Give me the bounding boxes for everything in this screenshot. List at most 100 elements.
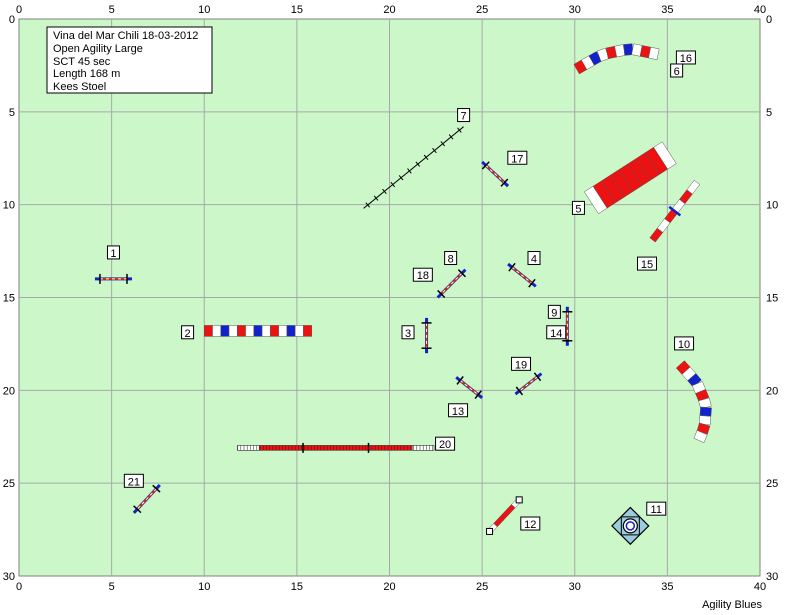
number-label: 14 xyxy=(546,325,567,340)
number-label: 16 xyxy=(675,50,696,65)
tunnel-10 xyxy=(675,360,712,443)
weave-pole xyxy=(365,202,371,208)
number-label: 1 xyxy=(106,245,120,260)
tunnel-segment xyxy=(303,325,312,337)
y-tick-label-left: 25 xyxy=(3,478,15,490)
number-label-box xyxy=(507,150,528,165)
weave-pole xyxy=(398,175,404,181)
number-label-box xyxy=(448,403,469,418)
tunnel-2 xyxy=(204,325,312,337)
number-label-box xyxy=(646,501,667,516)
number-label-text: 13 xyxy=(452,406,464,418)
credit-text: Agility Blues xyxy=(702,599,762,610)
jump-pole-stripe xyxy=(519,376,538,392)
tunnel-segment xyxy=(698,415,712,426)
long-jump-corner-pole xyxy=(486,527,494,535)
jump-stand xyxy=(500,178,509,187)
jump-pole-stripe xyxy=(440,272,463,295)
weave-7 xyxy=(363,126,464,209)
wall-segment xyxy=(649,227,664,243)
weave-pole xyxy=(415,161,421,167)
number-label-box xyxy=(457,108,471,123)
tunnel-segment xyxy=(261,325,271,337)
jump-stand xyxy=(133,505,142,514)
dogwalk-plank xyxy=(237,445,435,451)
jump-17 xyxy=(481,160,510,188)
tunnel-6 xyxy=(573,43,660,75)
tire-5 xyxy=(584,141,677,215)
table-inner-square xyxy=(620,516,640,536)
jump-pole-stripe xyxy=(511,266,533,284)
tunnel-segment xyxy=(245,325,255,337)
number-label: 7 xyxy=(457,108,471,123)
number-label-box xyxy=(181,325,195,340)
number-label: 6 xyxy=(670,63,684,78)
y-tick-label-left: 30 xyxy=(3,571,15,583)
y-tick-label-left: 5 xyxy=(9,107,15,119)
number-label: 8 xyxy=(444,251,458,266)
number-label-text: 5 xyxy=(575,203,581,215)
y-tick-label-left: 15 xyxy=(3,293,15,305)
jump-15 xyxy=(649,179,701,243)
weave-pole xyxy=(440,141,446,147)
number-label-text: 19 xyxy=(515,359,527,371)
jump-pole-stripe xyxy=(485,165,505,184)
x-tick-label-bottom: 20 xyxy=(383,581,395,593)
x-tick-label-bottom: 25 xyxy=(476,581,488,593)
jump-stand xyxy=(456,376,464,385)
number-label: 20 xyxy=(435,436,456,451)
tunnel-segment xyxy=(698,397,712,410)
number-label-box xyxy=(675,50,696,65)
x-tick-label-top: 20 xyxy=(383,4,395,16)
number-label-box xyxy=(520,516,541,531)
jump-stand xyxy=(457,269,466,278)
number-label: 21 xyxy=(123,473,144,488)
number-label-text: 18 xyxy=(417,270,429,282)
info-box-frame xyxy=(46,26,213,94)
number-label-text: 12 xyxy=(524,519,536,531)
tunnel-segment xyxy=(286,325,296,337)
number-label-box xyxy=(435,436,456,451)
long-jump-corner-pole xyxy=(515,496,523,504)
weave-pole xyxy=(423,154,429,160)
tunnel-segment xyxy=(648,46,660,60)
number-label-text: 4 xyxy=(531,254,537,266)
grid-lines xyxy=(19,19,760,576)
number-label-box xyxy=(571,200,585,215)
x-tick-label-top: 5 xyxy=(109,4,115,16)
y-tick-label-right: 0 xyxy=(766,14,772,26)
number-label-text: 11 xyxy=(651,504,662,516)
tunnel-segment xyxy=(699,406,712,417)
number-label-box xyxy=(444,251,458,266)
number-label-box xyxy=(546,325,567,340)
table-center xyxy=(622,518,638,534)
number-label: 18 xyxy=(412,267,433,282)
number-label: 3 xyxy=(401,325,415,340)
jump-pole-stripe xyxy=(459,380,479,396)
x-tick-label-top: 10 xyxy=(198,4,210,16)
info-line-sct: SCT 45 sec xyxy=(53,56,111,68)
number-label-text: 21 xyxy=(128,476,140,488)
tunnel-segment xyxy=(614,44,626,58)
x-tick-label-bottom: 30 xyxy=(569,581,581,593)
number-label: 19 xyxy=(511,356,532,371)
jump-stand xyxy=(481,161,490,170)
info-line-class: Open Agility Large xyxy=(53,43,143,55)
weave-pole xyxy=(457,127,462,133)
x-tick-label-bottom: 15 xyxy=(291,581,303,593)
tunnel-segment xyxy=(228,325,238,337)
number-label: 9 xyxy=(547,304,561,319)
y-tick-label-right: 5 xyxy=(766,107,772,119)
x-tick-label-top: 0 xyxy=(16,4,22,16)
y-tick-label-left: 0 xyxy=(9,14,15,26)
tunnel-segment xyxy=(695,389,710,402)
tunnel-segment xyxy=(294,325,304,337)
number-label-box xyxy=(106,245,120,260)
table-11 xyxy=(611,506,650,546)
weave-pole xyxy=(448,134,454,140)
tunnel-segment xyxy=(237,325,246,337)
x-tick-label-bottom: 10 xyxy=(198,581,210,593)
x-tick-label-top: 35 xyxy=(661,4,673,16)
tire-segment xyxy=(584,185,608,215)
